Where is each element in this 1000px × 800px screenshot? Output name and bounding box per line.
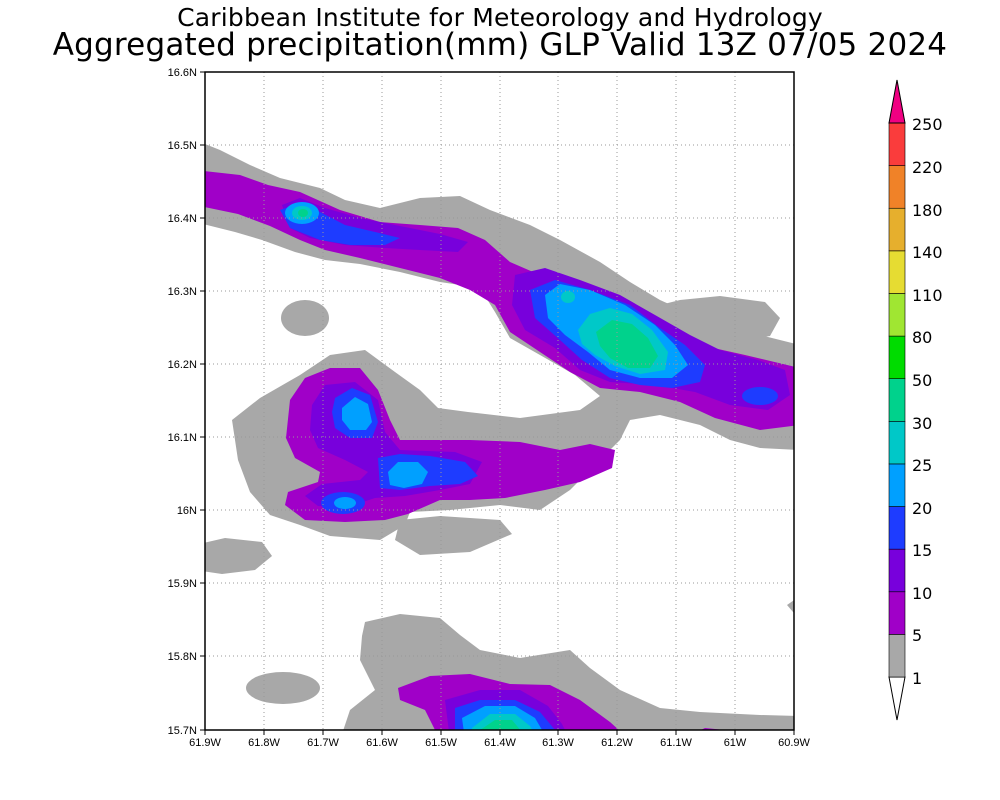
lat-tick-label: 16.3N (168, 286, 197, 298)
lon-tick-label: 61.6W (366, 737, 398, 749)
colorbar-segment (888, 165, 906, 209)
colorbar-segment (888, 506, 906, 550)
colorbar-label: 10 (912, 584, 932, 603)
colorbar-label: 80 (912, 328, 932, 347)
colorbar-label: 5 (912, 626, 922, 645)
colorbar-label: 220 (912, 158, 943, 177)
lat-tick-label: 16.4N (168, 213, 197, 225)
lat-tick-label: 16.1N (168, 432, 197, 444)
lat-tick-label: 15.9N (168, 578, 197, 590)
colorbar-segment (888, 293, 906, 337)
lon-tick-label: 61.9W (189, 737, 221, 749)
colorbar-segment (888, 591, 906, 635)
precipitation-field (205, 72, 794, 730)
colorbar-segment (888, 250, 906, 294)
lon-tick-label: 61W (724, 737, 747, 749)
colorbar: 1 5 10 15 20 25 30 50 80 110 140 180 220… (888, 79, 943, 721)
colorbar-low-triangle (888, 676, 906, 721)
colorbar-label: 50 (912, 371, 932, 390)
map-title: Caribbean Institute for Meteorology and … (177, 3, 823, 32)
lon-tick-label: 61.2W (601, 737, 633, 749)
map-grid (205, 72, 794, 730)
colorbar-label: 110 (912, 286, 943, 305)
colorbar-label: 140 (912, 243, 943, 262)
lat-tick-label: 16.2N (168, 359, 197, 371)
lat-tick-label: 16.6N (168, 67, 197, 79)
colorbar-segments (888, 122, 906, 678)
colorbar-segment (888, 378, 906, 422)
lat-tick-label: 15.7N (168, 725, 197, 737)
colorbar-segment (888, 634, 906, 678)
colorbar-segment (888, 421, 906, 465)
colorbar-label: 250 (912, 115, 943, 134)
colorbar-label: 1 (912, 669, 922, 688)
lon-tick-label: 61.3W (542, 737, 574, 749)
lat-tick-labels: 15.7N 15.8N 15.9N 16N 16.1N 16.2N 16.3N … (168, 67, 197, 737)
colorbar-labels: 1 5 10 15 20 25 30 50 80 110 140 180 220… (912, 115, 943, 688)
lat-tick-label: 16N (177, 505, 197, 517)
colorbar-segment (888, 207, 906, 252)
lon-tick-labels: 61.9W 61.8W 61.7W 61.6W 61.5W 61.4W 61.3… (189, 737, 810, 749)
colorbar-label: 20 (912, 499, 932, 518)
lon-tick-label: 61.4W (484, 737, 516, 749)
colorbar-label: 15 (912, 541, 932, 560)
colorbar-high-triangle (888, 79, 906, 124)
colorbar-label: 25 (912, 456, 932, 475)
colorbar-segment (888, 122, 906, 166)
lon-tick-label: 60.9W (778, 737, 810, 749)
lon-tick-label: 61.1W (660, 737, 692, 749)
lat-tick-label: 16.5N (168, 140, 197, 152)
axis-ticks (200, 71, 795, 735)
colorbar-segment (888, 335, 906, 379)
colorbar-label: 30 (912, 414, 932, 433)
colorbar-segment (888, 463, 906, 507)
colorbar-label: 180 (912, 201, 943, 220)
lon-tick-label: 61.5W (425, 737, 457, 749)
lon-tick-label: 61.7W (307, 737, 339, 749)
lon-tick-label: 61.8W (248, 737, 280, 749)
map-subtitle: Aggregated precipitation(mm) GLP Valid 1… (52, 27, 948, 63)
lat-tick-label: 15.8N (168, 651, 197, 663)
colorbar-segment (888, 548, 906, 593)
